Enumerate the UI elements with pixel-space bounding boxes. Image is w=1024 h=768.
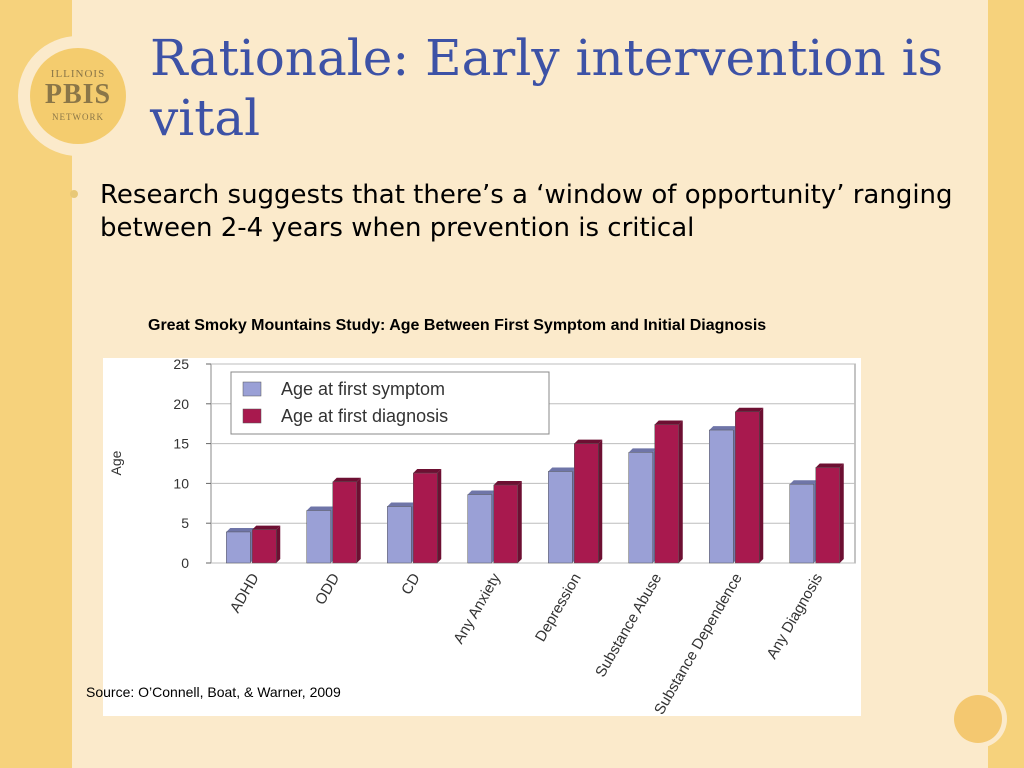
source-citation: Source: O’Connell, Boat, & Warner, 2009 xyxy=(86,684,341,700)
bar-diagnosis xyxy=(413,472,438,564)
logo-line-3: NETWORK xyxy=(52,112,104,122)
bar-side xyxy=(759,407,764,563)
x-tick-label: Depression xyxy=(532,571,585,645)
bar-side xyxy=(598,439,603,563)
legend-box xyxy=(230,371,550,435)
bar-diagnosis xyxy=(252,529,277,564)
bar-diagnosis xyxy=(574,443,599,564)
bar-top xyxy=(654,420,683,425)
y-tick-label: 25 xyxy=(173,358,189,372)
bar-top xyxy=(387,502,416,507)
x-tick-label: ADHD xyxy=(227,570,263,615)
x-tick-label: CD xyxy=(398,570,424,597)
bar-top xyxy=(413,469,442,474)
bar-symptom xyxy=(306,510,331,564)
bar-diagnosis xyxy=(735,411,760,564)
x-tick-label: Substance Dependence xyxy=(651,571,746,717)
bar-side xyxy=(276,525,281,563)
bar-chart: 0 5 10 15 20 25 Age ADHD ODD CD Any Anxiety Depress… xyxy=(108,356,856,718)
bar-symptom xyxy=(789,483,814,564)
y-tick-label: 15 xyxy=(173,436,189,452)
corner-decoration-inner xyxy=(954,695,1002,743)
bar-side xyxy=(437,469,442,563)
y-tick-label: 5 xyxy=(181,515,189,531)
y-tick-label: 10 xyxy=(173,475,189,491)
bar-side xyxy=(839,463,844,563)
bar-top xyxy=(628,448,657,453)
bar-symptom xyxy=(467,494,492,564)
chart-title: Great Smoky Mountains Study: Age Between… xyxy=(148,317,767,334)
bar-side xyxy=(517,480,522,563)
bar-side xyxy=(356,477,361,563)
bar-diagnosis xyxy=(654,424,679,564)
bar-side xyxy=(678,420,683,563)
bullet-icon xyxy=(70,190,78,198)
bar-top xyxy=(493,480,522,485)
legend-swatch xyxy=(242,408,262,424)
bar-symptom xyxy=(548,471,573,564)
legend-label: Age at first symptom xyxy=(281,379,445,399)
logo-line-1: ILLINOIS xyxy=(50,68,106,80)
bar-top xyxy=(252,525,281,530)
y-axis-label: Age xyxy=(108,450,124,475)
bar-top xyxy=(789,480,818,485)
bar-top xyxy=(735,407,764,412)
pbis-logo: ILLINOIS PBIS NETWORK xyxy=(30,48,126,144)
chart-container: 0 5 10 15 20 25 Age ADHD ODD CD Any Anxiety Depress… xyxy=(103,356,861,718)
right-accent-band xyxy=(988,0,1024,768)
bar-diagnosis xyxy=(332,481,357,564)
y-tick-label: 0 xyxy=(181,555,189,571)
legend-label: Age at first diagnosis xyxy=(281,406,448,426)
legend-swatch xyxy=(242,381,262,397)
slide-title: Rationale: Early intervention is vital xyxy=(150,29,944,147)
bar-symptom xyxy=(226,531,251,564)
bar-symptom xyxy=(387,506,412,564)
bar-diagnosis xyxy=(815,467,840,564)
logo-line-2: PBIS xyxy=(44,79,112,110)
bar-top xyxy=(332,477,361,482)
bar-top xyxy=(226,527,255,532)
bar-symptom xyxy=(709,429,734,564)
bar-top xyxy=(574,439,603,444)
bar-diagnosis xyxy=(493,484,518,564)
bar-top xyxy=(306,506,335,511)
bar-top xyxy=(467,490,496,495)
x-tick-label: ODD xyxy=(312,570,343,608)
x-tick-label: Any Diagnosis xyxy=(764,571,827,663)
bar-symptom xyxy=(628,452,653,564)
x-tick-label: Substance Abuse xyxy=(592,571,665,681)
bar-top xyxy=(709,426,738,431)
y-tick-label: 20 xyxy=(173,396,189,412)
bar-top xyxy=(815,463,844,468)
x-tick-label: Any Anxiety xyxy=(450,570,504,647)
bar-top xyxy=(548,467,577,472)
bullet-text: Research suggests that there’s a ‘window… xyxy=(100,180,953,243)
